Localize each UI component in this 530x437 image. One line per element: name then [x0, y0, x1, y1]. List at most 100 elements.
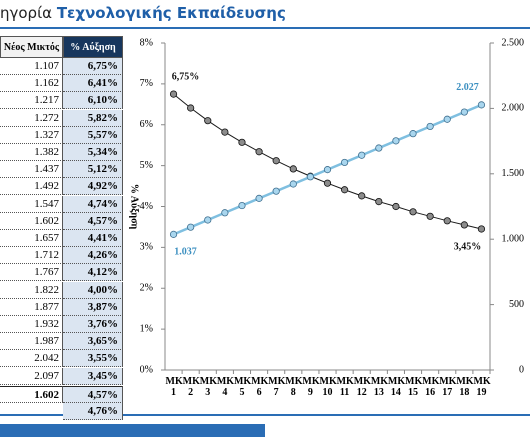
table-cell: 1.712: [0, 247, 63, 265]
table-cell: 5,82%: [63, 109, 123, 127]
data-point: [323, 179, 332, 187]
data-point: [341, 158, 349, 167]
page-title: ηγορία Τεχνολογικής Εκπαίδευσης: [0, 4, 286, 22]
data-point: [341, 186, 349, 194]
table-cell: 1.932: [0, 316, 63, 333]
data-point: [306, 173, 314, 181]
table-cell: 2.042: [0, 350, 63, 368]
data-point: [289, 180, 297, 188]
table-cell: 5,12%: [63, 161, 123, 179]
table-cell: 4,57%: [63, 212, 123, 230]
table-cell: 1.822: [0, 281, 63, 299]
x-tick-label: MK 5: [233, 376, 252, 398]
x-tick-label: MK 2: [182, 376, 200, 398]
y-tick-label: 4%: [140, 201, 153, 212]
table-cell: 1.987: [0, 333, 63, 351]
table-cell: 3,45%: [63, 367, 123, 385]
data-point: [477, 101, 486, 109]
data-point: [358, 151, 366, 159]
data-label: 6,75%: [172, 71, 200, 82]
data-label: 1.037: [174, 247, 197, 258]
title-bold: Τεχνολογικής Εκπαίδευσης: [56, 4, 286, 22]
x-tick-label: MK 4: [216, 376, 235, 398]
y-tick-label: 3%: [140, 242, 153, 253]
data-point: [460, 221, 468, 229]
table-cell: 1.272: [0, 109, 63, 127]
data-point: [221, 128, 229, 136]
table-cell: 1.602: [0, 212, 63, 230]
x-tick-label: MK 11: [336, 376, 354, 398]
data-point: [204, 117, 212, 125]
table-cell: 4,12%: [63, 264, 123, 282]
y2-tick-label: 2.000: [502, 103, 525, 114]
data-point: [187, 104, 195, 112]
table-cell: 4,26%: [63, 247, 123, 265]
footer-bar: [0, 424, 265, 437]
data-point: [323, 166, 332, 174]
table-cell: 1.162: [0, 75, 63, 93]
y2-tick-label: 0: [519, 364, 524, 375]
data-point: [289, 165, 297, 173]
x-tick-label: MK 7: [268, 376, 286, 398]
data-point: [409, 130, 417, 138]
table-cell: 1.657: [0, 230, 63, 247]
data-point: [443, 115, 451, 123]
divider: [0, 414, 530, 416]
x-tick-label: MK 1: [165, 376, 183, 398]
y-tick-label: 7%: [140, 78, 153, 89]
column-header: Νέος Μικτός: [0, 36, 63, 58]
data-point: [477, 225, 486, 233]
data-point: [255, 148, 263, 156]
series-line: [173, 93, 482, 230]
y-axis-title: % Αύξηση: [129, 184, 140, 230]
table-cell: 1.492: [0, 178, 63, 196]
table-cell: 1.217: [0, 92, 63, 110]
table-cell: 4,92%: [63, 178, 123, 196]
data-point: [392, 202, 400, 211]
data-point: [426, 122, 434, 131]
table-cell: 6,75%: [63, 58, 123, 75]
data-point: [375, 197, 383, 206]
data-point: [272, 157, 280, 165]
y2-tick-label: 2.500: [502, 37, 525, 48]
data-point: [358, 192, 366, 200]
data-point: [460, 108, 468, 116]
x-tick-label: MK 15: [405, 376, 423, 398]
x-tick-label: MK 3: [199, 376, 217, 398]
table-cell: 3,65%: [63, 333, 123, 351]
table-cell: 1.547: [0, 195, 63, 213]
table-cell: 1.327: [0, 126, 63, 144]
table-cell: 1.767: [0, 264, 63, 282]
data-point: [187, 223, 195, 231]
y-tick-label: 2%: [140, 283, 153, 294]
total-cell: 1.602: [0, 385, 63, 403]
data-point: [238, 138, 246, 146]
data-point: [169, 90, 178, 98]
data-label: 3,45%: [454, 241, 482, 252]
data-point: [204, 216, 212, 224]
table-cell: 3,87%: [63, 298, 123, 316]
data-label: 2.027: [456, 82, 479, 93]
x-tick-label: MK 10: [319, 376, 337, 398]
y2-tick-label: 500: [509, 299, 524, 310]
y2-tick-label: 1.500: [502, 168, 525, 179]
data-point: [238, 201, 246, 210]
divider: [0, 27, 530, 29]
y-tick-label: 8%: [140, 37, 153, 48]
table-cell: 1.382: [0, 144, 63, 161]
x-tick-label: MK 13: [370, 376, 389, 398]
data-point: [426, 212, 434, 220]
table-cell: 4,00%: [63, 281, 123, 299]
table-cell: 5,34%: [63, 144, 123, 161]
x-tick-label: MK 16: [422, 376, 440, 398]
table-cell: 6,10%: [63, 92, 123, 110]
x-tick-label: MK 14: [387, 376, 406, 398]
data-point: [375, 144, 383, 152]
table-cell: 1.877: [0, 298, 63, 316]
table-cell: 1.437: [0, 161, 63, 179]
y-tick-label: 1%: [140, 323, 153, 334]
y-tick-label: 5%: [140, 160, 153, 171]
x-tick-label: MK 18: [456, 376, 474, 398]
